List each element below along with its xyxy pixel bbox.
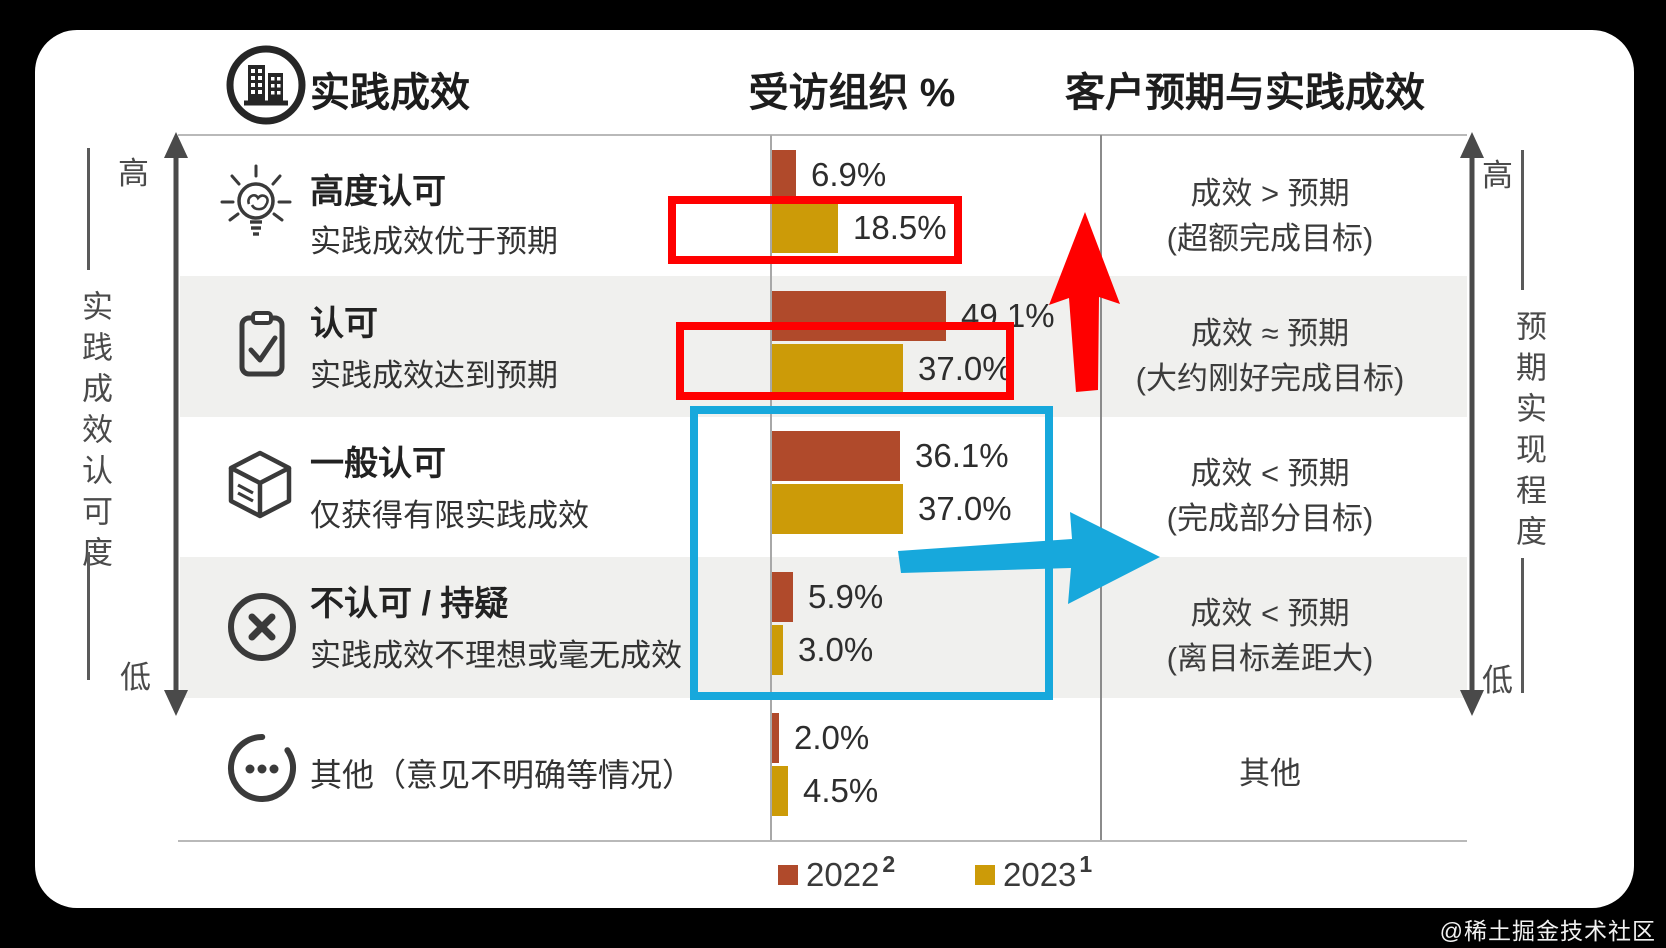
row4-title: 不认可 / 持疑 (310, 585, 509, 623)
bar-label-2023-row1: 18.5% (853, 209, 947, 246)
title-respondents-percent: 受访组织 % (748, 71, 956, 115)
bar-2022-row4 (772, 572, 793, 622)
bar-baseline (770, 135, 772, 840)
legend-swatch-2022 (778, 865, 798, 885)
table-bottom-line (178, 840, 1467, 842)
legend-swatch-2023 (975, 865, 995, 885)
bar-2023-row3 (772, 484, 903, 534)
bar-2022-row3 (772, 431, 900, 481)
bar-label-2023-row2: 37.0% (918, 350, 1012, 387)
column-divider (1100, 135, 1102, 840)
bar-label-2023-row4: 3.0% (798, 631, 874, 668)
bar-2023-row4 (772, 625, 783, 675)
bar-label-2022-row4: 5.9% (808, 578, 884, 615)
idea-lightbulb-icon (220, 164, 292, 236)
bar-2023-row1 (772, 203, 838, 253)
watermark: @稀土掘金技术社区 (1439, 918, 1656, 944)
right-axis-high: 高 (1482, 158, 1513, 193)
highlight-box-blue (690, 406, 1053, 700)
bar-label-2022-row3: 36.1% (915, 437, 1009, 474)
left-axis-label: 实践成效认可度 (77, 290, 112, 577)
bar-2022-row5 (772, 713, 779, 763)
bar-2022-row1 (772, 150, 796, 200)
highlight-box-red-18-5 (668, 196, 962, 264)
legend-2023: 2023 1 (975, 851, 1092, 895)
row1-title: 高度认可 (310, 173, 446, 211)
row3-subtitle: 仅获得有限实践成效 (310, 498, 589, 533)
expect-row4: 成效 < 预期 (离目标差距大) (1166, 596, 1374, 676)
row3-title: 一般认可 (310, 445, 446, 483)
title-expectation: 客户预期与实践成效 (1065, 71, 1425, 115)
left-axis-low: 低 (120, 660, 151, 695)
row1-subtitle: 实践成效优于预期 (310, 224, 558, 259)
right-axis-dash-top (1521, 150, 1524, 290)
cube-icon (228, 450, 292, 519)
right-axis-label: 预期实现程度 (1511, 310, 1546, 556)
bar-2023-row5 (772, 766, 788, 816)
bar-2023-row2 (772, 344, 903, 394)
building-logo-icon (226, 45, 306, 125)
bar-label-2022-row5: 2.0% (794, 719, 870, 756)
right-axis-dash-bottom (1521, 558, 1524, 693)
clipboard-check-icon (239, 311, 285, 377)
bar-label-2022-row1: 6.9% (811, 156, 887, 193)
title-practice-effect: 实践成效 (310, 71, 470, 115)
row5-title: 其他（意见不明确等情况） (310, 757, 695, 793)
header-divider-line (178, 134, 1467, 136)
row2-title: 认可 (310, 305, 378, 343)
bar-2022-row2 (772, 291, 946, 341)
left-axis-high: 高 (118, 156, 149, 191)
row-band-4 (180, 557, 1467, 698)
expect-row1: 成效 > 预期 (超额完成目标) (1166, 176, 1374, 256)
expect-row5: 其他 (1239, 756, 1301, 791)
right-axis-low: 低 (1482, 663, 1513, 698)
circle-x-icon (228, 593, 296, 661)
left-axis-dash-top (87, 148, 90, 270)
row2-subtitle: 实践成效达到预期 (310, 358, 558, 393)
expect-row2: 成效 ≈ 预期 (大约刚好完成目标) (1135, 316, 1405, 396)
bar-label-2023-row5: 4.5% (803, 772, 879, 809)
expect-row3: 成效 < 预期 (完成部分目标) (1166, 456, 1374, 536)
row4-subtitle: 实践成效不理想或毫无成效 (310, 638, 682, 673)
circle-ellipsis-icon (228, 734, 296, 802)
left-axis-dash-bottom (87, 552, 90, 680)
legend-2022: 2022 2 (778, 851, 895, 895)
highlight-box-red-37-0 (676, 322, 1014, 400)
